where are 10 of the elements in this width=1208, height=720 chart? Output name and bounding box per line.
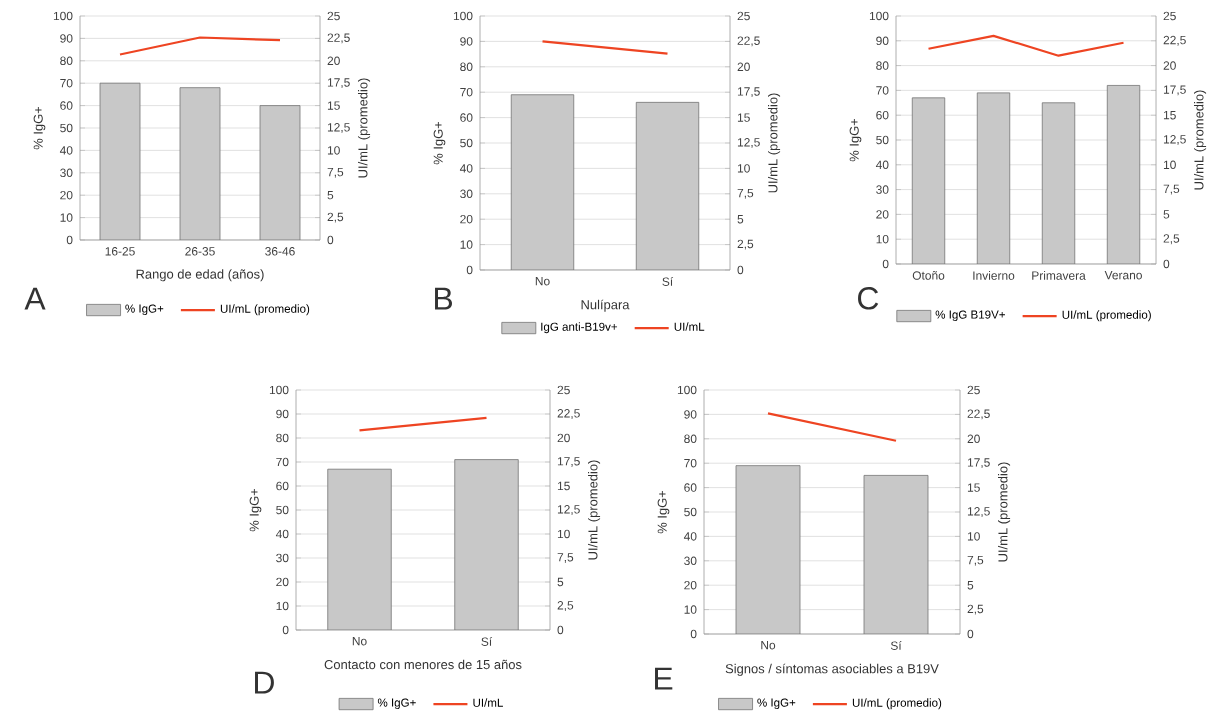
bar bbox=[911, 97, 946, 264]
text: B bbox=[435, 287, 452, 310]
bar bbox=[1041, 102, 1076, 264]
text: C bbox=[858, 287, 879, 310]
text: D bbox=[255, 671, 274, 694]
text: A bbox=[24, 287, 46, 310]
line-series bbox=[927, 34, 1125, 57]
text: E bbox=[655, 667, 673, 690]
bar bbox=[976, 92, 1011, 264]
bar bbox=[1106, 85, 1141, 264]
